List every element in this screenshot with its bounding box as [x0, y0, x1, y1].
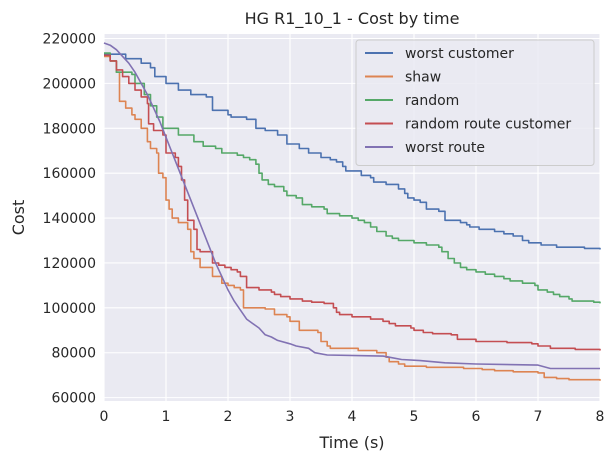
legend-entry: worst customer [405, 46, 514, 62]
y-tick-label: 60000 [51, 391, 96, 407]
series-line-random-route-customer [104, 54, 601, 351]
x-tick-label: 5 [410, 409, 419, 425]
y-tick-label: 180000 [43, 121, 96, 137]
x-tick-label: 7 [534, 409, 543, 425]
y-tick-label: 140000 [43, 211, 96, 227]
x-tick-label: 0 [100, 409, 109, 425]
legend-entry: random [405, 93, 459, 109]
x-tick-label: 2 [224, 409, 233, 425]
x-tick-label: 4 [348, 409, 357, 425]
legend-box [355, 39, 595, 166]
x-tick-label: 6 [472, 409, 481, 425]
x-tick-label: 8 [596, 409, 605, 425]
y-tick-label: 160000 [43, 166, 96, 182]
x-tick-label: 1 [162, 409, 171, 425]
series-line-worst-route [103, 42, 600, 370]
y-tick-label: 200000 [43, 76, 96, 92]
x-tick-label: 3 [286, 409, 295, 425]
y-axis-label: Cost [9, 200, 28, 236]
legend: worst customer shaw random random route cus… [355, 39, 595, 166]
tick-labels: 0 1 2 3 4 5 6 7 8 60000 80000 100000 120000 140000 160… [43, 31, 605, 425]
y-tick-label: 120000 [43, 256, 96, 272]
y-tick-label: 220000 [43, 31, 96, 47]
y-tick-label: 80000 [51, 346, 96, 362]
chart-title: HG R1_10_1 - Cost by time [245, 9, 460, 29]
x-axis-label: Time (s) [318, 433, 384, 452]
y-tick-label: 100000 [43, 301, 96, 317]
series-line-random [104, 52, 601, 304]
series-line-shaw [104, 55, 601, 381]
legend-entry: worst route [405, 140, 485, 156]
series-lines [103, 42, 601, 381]
legend-entry: shaw [405, 70, 441, 86]
legend-entry: random route customer [405, 117, 571, 133]
series-line-worst-customer [104, 53, 601, 250]
